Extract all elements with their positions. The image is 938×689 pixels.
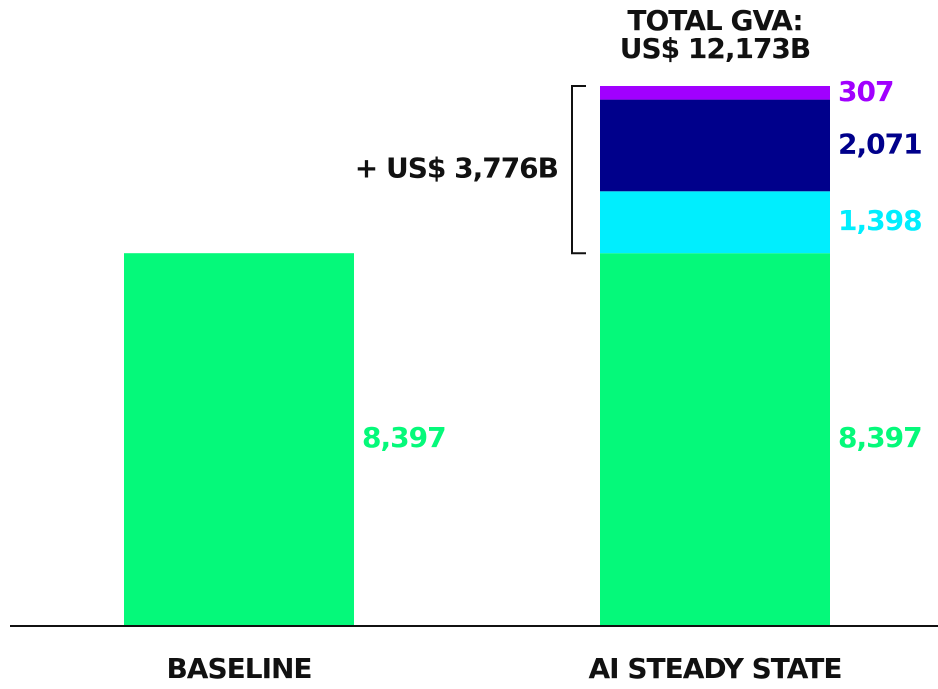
total-label: TOTAL GVA: <box>627 4 802 37</box>
value-label: 1,398 <box>838 204 922 237</box>
total-label: US$ 12,173B <box>620 32 811 65</box>
bar-segment <box>600 99 830 192</box>
value-label: 2,071 <box>838 127 922 160</box>
bracket <box>571 85 586 255</box>
value-label: 8,397 <box>838 421 922 454</box>
value-label: 307 <box>838 75 893 108</box>
bar-segment <box>600 253 830 625</box>
bar-segment <box>124 253 354 625</box>
value-label: 8,397 <box>362 421 446 454</box>
bar-segment <box>600 191 830 254</box>
x-tick-label: BASELINE <box>166 652 311 685</box>
x-tick-label: AI STEADY STATE <box>589 652 842 685</box>
bar-segment <box>600 86 830 100</box>
increase-label: + US$ 3,776B <box>355 152 558 185</box>
